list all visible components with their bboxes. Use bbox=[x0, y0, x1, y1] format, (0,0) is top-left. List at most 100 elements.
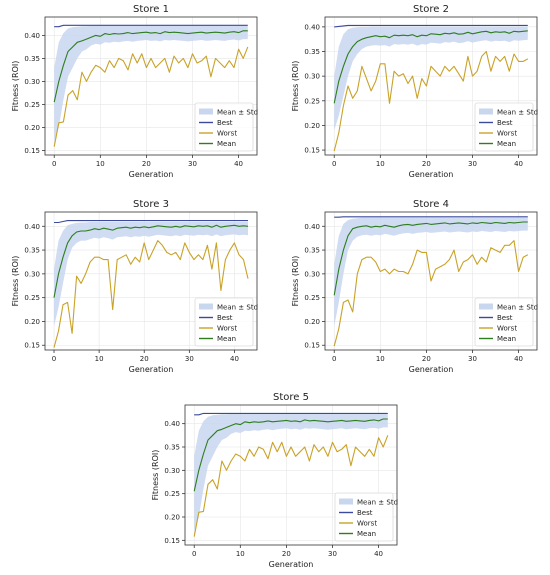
legend: Mean ± Std Best Worst Mean bbox=[474, 102, 538, 152]
legend-label: Worst bbox=[217, 325, 237, 333]
x-tick-label: 30 bbox=[188, 160, 197, 168]
x-tick-label: 40 bbox=[514, 355, 523, 363]
y-axis-label: Fitness (ROI) bbox=[291, 61, 300, 112]
legend-label: Mean ± Std bbox=[357, 499, 398, 507]
mean-line bbox=[193, 418, 388, 492]
legend-box bbox=[474, 297, 534, 347]
worst-line bbox=[193, 435, 389, 537]
legend-box bbox=[334, 492, 394, 542]
x-axis-label: Generation bbox=[409, 365, 454, 374]
x-tick-label: 40 bbox=[234, 160, 243, 168]
y-tick-label: 0.25 bbox=[164, 490, 180, 498]
legend-label: Mean bbox=[357, 530, 376, 538]
y-axis-label: Fitness (ROI) bbox=[151, 450, 160, 501]
y-tick-label: 0.15 bbox=[304, 342, 320, 350]
chart-panel-1: 0 10 20 30 40 0.15 0.20 0.25 0.30 0.35 0.40 Store 1… bbox=[11, 4, 258, 179]
x-tick-label: 0 bbox=[52, 160, 56, 168]
x-tick-label: 10 bbox=[376, 355, 385, 363]
legend-label: Worst bbox=[497, 130, 517, 138]
plot-frame bbox=[184, 404, 398, 546]
worst-line bbox=[53, 240, 249, 348]
legend-label: Mean ± Std bbox=[217, 304, 258, 312]
chart-title: Store 4 bbox=[413, 199, 449, 210]
best-line bbox=[194, 412, 388, 416]
legend-swatch-band bbox=[479, 108, 493, 115]
y-tick-label: 0.35 bbox=[24, 247, 40, 255]
legend: Mean ± Std Best Worst Mean bbox=[194, 297, 258, 347]
x-tick-label: 40 bbox=[374, 550, 383, 558]
chart-panel-4: 0 10 20 30 40 0.15 0.20 0.25 0.30 0.35 0.40 Store 4… bbox=[291, 199, 538, 374]
plot-frame bbox=[44, 211, 258, 351]
y-tick-label: 0.30 bbox=[304, 270, 320, 278]
y-tick-label: 0.15 bbox=[164, 537, 180, 545]
x-axis-label: Generation bbox=[409, 170, 454, 179]
legend-swatch-band bbox=[479, 303, 493, 310]
legend: Mean ± Std Best Worst Mean bbox=[194, 102, 258, 152]
worst-line bbox=[53, 46, 249, 147]
legend-label: Best bbox=[217, 314, 233, 322]
legend-label: Worst bbox=[497, 325, 517, 333]
y-tick-label: 0.40 bbox=[24, 32, 40, 40]
y-tick-label: 0.25 bbox=[24, 294, 40, 302]
plot-frame bbox=[324, 211, 538, 351]
std-band bbox=[54, 222, 248, 327]
legend-label: Mean bbox=[217, 335, 236, 343]
legend-label: Mean ± Std bbox=[217, 109, 258, 117]
x-tick-label: 10 bbox=[96, 160, 105, 168]
y-tick-label: 0.40 bbox=[304, 223, 320, 231]
x-tick-label: 30 bbox=[328, 550, 337, 558]
y-tick-label: 0.15 bbox=[24, 147, 40, 155]
x-tick-label: 20 bbox=[422, 160, 431, 168]
worst-line bbox=[333, 240, 529, 347]
y-tick-label: 0.20 bbox=[24, 318, 40, 326]
y-tick-label: 0.40 bbox=[304, 23, 320, 31]
y-tick-label: 0.30 bbox=[24, 78, 40, 86]
x-tick-label: 30 bbox=[468, 355, 477, 363]
y-tick-label: 0.25 bbox=[304, 294, 320, 302]
x-tick-label: 0 bbox=[332, 160, 336, 168]
std-band bbox=[334, 26, 528, 131]
x-tick-label: 40 bbox=[514, 160, 523, 168]
mean-line bbox=[333, 30, 528, 104]
mean-line bbox=[333, 221, 528, 296]
x-tick-label: 20 bbox=[142, 160, 151, 168]
y-axis-label: Fitness (ROI) bbox=[11, 256, 20, 307]
y-tick-label: 0.35 bbox=[304, 48, 320, 56]
x-tick-label: 20 bbox=[422, 355, 431, 363]
chart-title: Store 1 bbox=[133, 4, 169, 15]
best-line bbox=[54, 24, 248, 28]
x-axis-label: Generation bbox=[129, 170, 174, 179]
y-tick-label: 0.15 bbox=[24, 342, 40, 350]
legend-label: Mean bbox=[497, 335, 516, 343]
x-tick-label: 10 bbox=[376, 160, 385, 168]
y-tick-label: 0.35 bbox=[24, 55, 40, 63]
x-tick-label: 20 bbox=[282, 550, 291, 558]
mean-line bbox=[53, 30, 248, 103]
y-tick-label: 0.20 bbox=[304, 122, 320, 130]
best-line bbox=[334, 24, 528, 28]
x-tick-label: 10 bbox=[95, 355, 104, 363]
legend-label: Best bbox=[497, 314, 513, 322]
legend: Mean ± Std Best Worst Mean bbox=[474, 297, 538, 347]
legend-label: Mean bbox=[497, 140, 516, 148]
best-line bbox=[54, 220, 248, 224]
y-tick-label: 0.30 bbox=[164, 467, 180, 475]
y-tick-label: 0.20 bbox=[304, 318, 320, 326]
y-tick-label: 0.20 bbox=[24, 124, 40, 132]
legend-label: Best bbox=[357, 509, 373, 517]
chart-title: Store 3 bbox=[133, 199, 169, 210]
chart-panel-2: 0 10 20 30 40 0.15 0.20 0.25 0.30 0.35 0.40 Store 2… bbox=[291, 4, 538, 179]
plot-frame bbox=[324, 16, 538, 156]
y-tick-label: 0.20 bbox=[164, 514, 180, 522]
y-tick-label: 0.30 bbox=[24, 270, 40, 278]
x-tick-label: 0 bbox=[52, 355, 56, 363]
legend-label: Mean ± Std bbox=[497, 304, 538, 312]
y-tick-label: 0.40 bbox=[164, 420, 180, 428]
legend-swatch-band bbox=[199, 303, 213, 310]
legend-label: Mean ± Std bbox=[497, 109, 538, 117]
legend-box bbox=[474, 102, 534, 152]
legend-swatch-band bbox=[339, 498, 353, 505]
chart-panel-5: 0 10 20 30 40 0.15 0.20 0.25 0.30 0.35 0.40 Store 5… bbox=[151, 392, 398, 569]
legend: Mean ± Std Best Worst Mean bbox=[334, 492, 398, 542]
